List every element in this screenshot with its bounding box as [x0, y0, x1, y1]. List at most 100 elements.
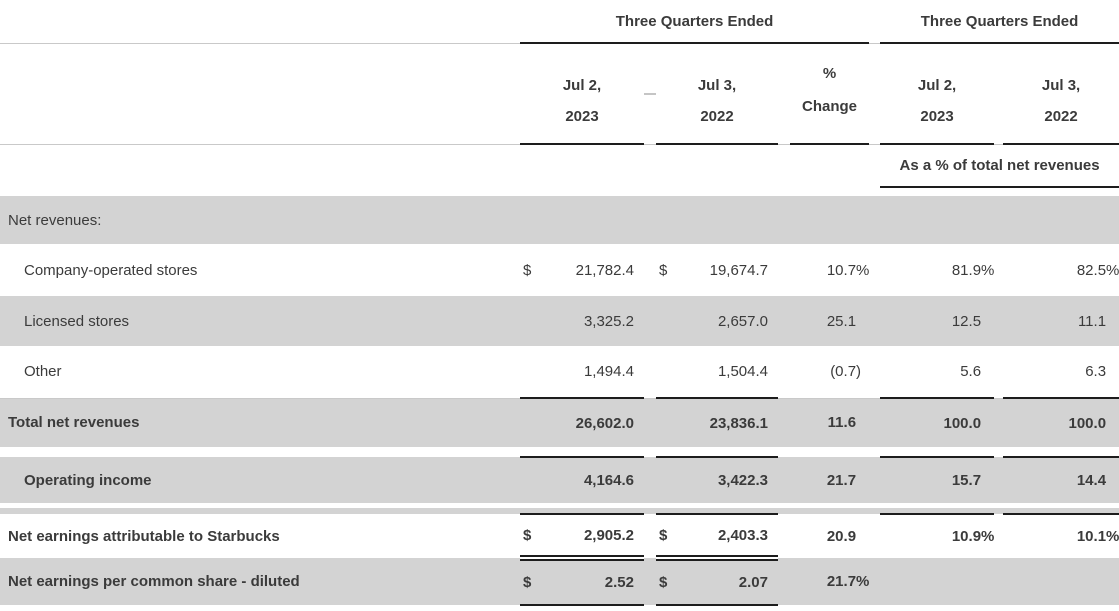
pct-suffix: % — [856, 573, 870, 590]
spacer-cell — [778, 244, 790, 296]
pct-of-revenue-cell: 82.5% — [1003, 244, 1119, 296]
pct-value: 10.7 — [826, 261, 857, 279]
spacer-cell — [994, 508, 1004, 514]
pct-line: % — [822, 65, 837, 82]
spacer-cell — [0, 187, 1119, 196]
col-header-right-jul3-2022: Jul 3, 2022 — [1003, 43, 1119, 145]
currency-cell — [656, 296, 682, 346]
spacer-cell — [994, 196, 1004, 244]
currency-cell — [656, 457, 682, 503]
spacer-cell — [0, 43, 520, 145]
currency-cell — [520, 196, 544, 244]
spacer-cell — [644, 514, 656, 558]
date-line: Jul 3, — [1041, 77, 1081, 94]
spacer-cell — [644, 457, 656, 503]
table-row-licensed-stores: Licensed stores 3,325.2 2,657.0 25.1 12.… — [0, 296, 1119, 346]
spacer-cell — [994, 558, 1004, 605]
spacer-cell — [869, 457, 881, 503]
spacer-cell — [778, 508, 790, 514]
spacer-cell — [778, 447, 790, 457]
pct-value: 6.3 — [1085, 363, 1107, 380]
spacer-cell — [778, 558, 790, 605]
spacer-cell — [544, 447, 644, 458]
spacer-cell — [0, 144, 880, 187]
col-header-right-jul2-2023: Jul 2, 2023 — [880, 43, 995, 145]
pct-suffix: % — [981, 261, 995, 279]
currency-cell — [520, 346, 544, 399]
pct-value: 100.0 — [943, 414, 982, 432]
spacer-row — [0, 508, 1119, 515]
spacer-cell — [644, 244, 656, 296]
spacer-cell — [869, 196, 881, 244]
table-row-net-earnings: Net earnings attributable to Starbucks $… — [0, 514, 1119, 561]
spacer-cell — [644, 398, 656, 447]
spacer-cell — [994, 514, 1003, 558]
currency-cell — [656, 346, 682, 399]
pct-of-revenue-cell: 14.4 — [1003, 457, 1119, 503]
pct-value: 5.6 — [960, 363, 982, 380]
header-gap-cell — [644, 43, 656, 145]
value-cell: 23,836.1 — [682, 398, 778, 447]
row-label: Net earnings per common share - diluted — [0, 558, 520, 605]
pct-of-revenue-cell: 10.1% — [1003, 514, 1119, 558]
pct-value: 81.9 — [951, 261, 982, 279]
value-cell: 2.07 — [682, 558, 778, 606]
pct-value: 21.7 — [826, 471, 857, 489]
row-label: Net revenues: — [0, 196, 520, 244]
spacer-cell — [544, 508, 644, 515]
pct-value: (0.7 — [830, 363, 857, 381]
pct-suffix: % — [1106, 528, 1119, 545]
date-line: 2023 — [565, 108, 599, 125]
date-line: Jul 2, — [562, 77, 602, 94]
currency-cell: $ — [520, 514, 544, 561]
pct-of-revenue-cell — [880, 558, 995, 605]
spacer-cell — [869, 346, 881, 399]
pct-of-revenue-cell — [880, 196, 995, 244]
spacer-cell — [682, 508, 778, 515]
value-cell: 4,164.6 — [544, 457, 644, 503]
value-cell: 1,494.4 — [544, 346, 644, 399]
spacer-cell — [0, 447, 520, 457]
pct-value: 10.1 — [1076, 528, 1107, 545]
spacer-cell — [994, 457, 1004, 503]
spacer-cell — [0, 0, 520, 44]
spacer-cell — [869, 514, 880, 558]
date-line: 2022 — [700, 108, 734, 125]
spacer-cell — [869, 296, 881, 346]
value-cell: 19,674.7 — [709, 261, 768, 279]
pct-value: 11.1 — [1077, 312, 1107, 330]
table-row-net-revenues: Net revenues: — [0, 196, 1119, 244]
row-label: Net earnings attributable to Starbucks — [8, 527, 280, 545]
spacer-cell — [880, 508, 995, 515]
pct-change-cell: 21.7% — [790, 558, 870, 605]
spacer-cell — [778, 398, 790, 447]
spacer-cell — [994, 447, 1003, 457]
currency-cell — [656, 196, 682, 244]
pct-of-revenue-cell: 100.0 — [1003, 398, 1119, 447]
pct-value: 82.5 — [1076, 261, 1107, 279]
currency-cell: $ — [520, 558, 544, 606]
pct-value: 25.1 — [826, 312, 857, 330]
currency-cell: $ — [656, 514, 682, 561]
spacer-cell — [644, 346, 656, 399]
column-header-row: Jul 2, 2023 Jul 3, 2022 % Change Jul 2, … — [0, 43, 1119, 145]
spacer-cell — [869, 244, 880, 296]
pct-suffix: % — [1106, 261, 1119, 279]
spacer-cell — [869, 558, 881, 605]
spacer-cell — [790, 447, 869, 457]
currency-cell: $ — [659, 261, 668, 279]
spacer-cell — [869, 398, 881, 447]
spacer-cell — [778, 296, 790, 346]
pct-change-cell: (0.7) — [790, 346, 870, 399]
pct-of-revenue-cell: 15.7 — [880, 457, 995, 503]
pct-of-revenue-cell: 11.1 — [1003, 296, 1119, 346]
row-label: Other — [0, 346, 520, 399]
currency-cell — [520, 398, 544, 447]
pct-change-cell: 25.1 — [790, 296, 870, 346]
dash-placeholder — [644, 93, 656, 96]
pct-of-revenue-cell: 6.3 — [1003, 346, 1119, 399]
spacer-cell — [994, 296, 1004, 346]
spacer-row — [0, 187, 1119, 196]
